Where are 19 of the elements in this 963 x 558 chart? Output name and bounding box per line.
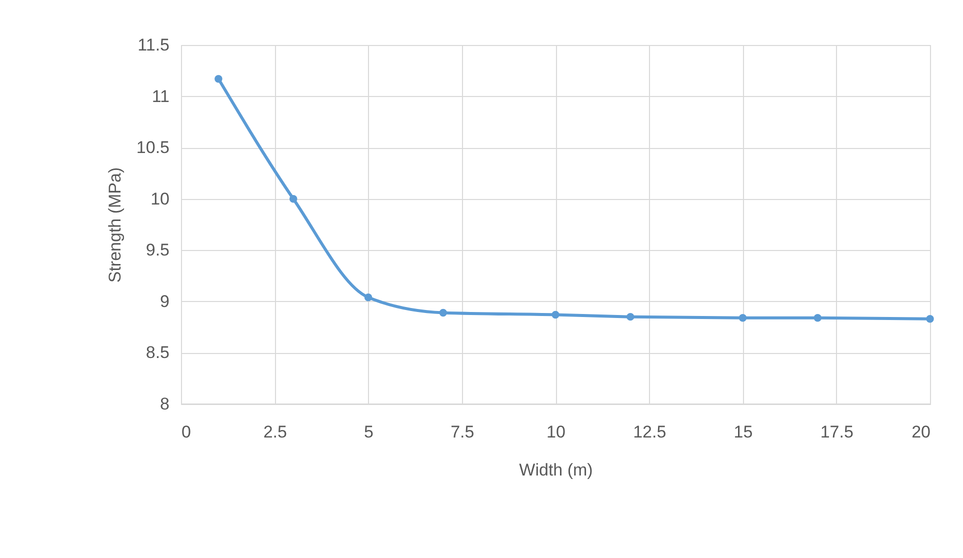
y-tick-label: 10.5 [136,138,170,158]
x-tick-label: 20 [912,422,930,442]
y-tick-label: 8 [160,394,170,414]
y-tick-label: 11.5 [138,36,170,54]
x-tick-label: 0 [182,422,191,442]
y-tick-label: 11 [152,86,170,106]
x-tick-label: 7.5 [450,422,474,442]
x-tick-label: 17.5 [820,422,854,442]
y-tick-label: 8.5 [146,343,170,362]
y-tick-label: 9.5 [146,240,170,260]
y-tick-label: 9 [160,292,170,311]
x-axis-title: Width (m) [519,460,593,480]
x-tick-label: 15 [734,422,753,442]
y-tick-label: 10 [150,189,170,208]
y-axis-title: Strength (MPa) [105,167,124,283]
x-tick-label: 10 [546,422,566,442]
x-tick-label: 5 [364,422,374,442]
x-tick-label: 12.5 [633,422,666,442]
x-tick-label: 2.5 [263,422,287,442]
